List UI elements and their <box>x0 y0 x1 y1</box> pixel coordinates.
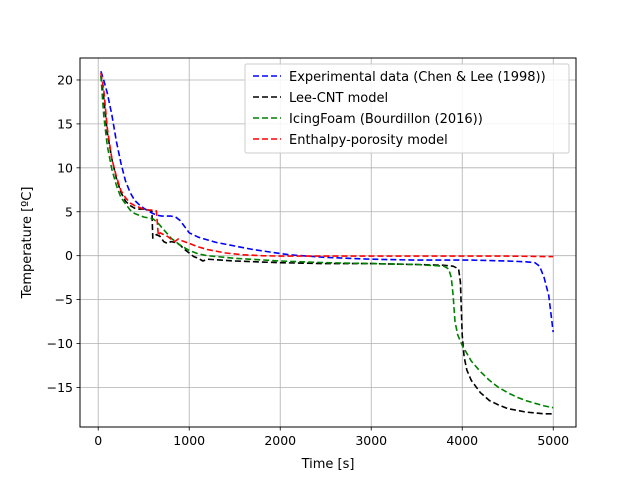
series-line-lee-cnt <box>100 75 554 415</box>
legend-label-enthalpy: Enthalpy-porosity model <box>289 133 448 148</box>
x-tick-label: 0 <box>94 433 102 448</box>
y-tick-label: 15 <box>57 116 73 131</box>
y-tick-label: 5 <box>65 204 73 219</box>
plot-frame <box>79 57 577 428</box>
y-tick-label: 20 <box>57 72 73 87</box>
x-tick-label: 5000 <box>537 433 569 448</box>
x-axis-label: Time [s] <box>301 457 355 472</box>
y-axis-label: Temperature [ºC] <box>20 187 35 300</box>
x-tick-label: 1000 <box>173 433 205 448</box>
y-tick-label: 0 <box>65 248 73 263</box>
series-line-icingfoam <box>100 75 554 409</box>
x-tick-label: 4000 <box>446 433 478 448</box>
series-group <box>100 70 554 415</box>
y-tick-label: −10 <box>47 336 73 351</box>
legend: Experimental data (Chen & Lee (1998)) Le… <box>244 63 570 154</box>
series-line-enthalpy <box>100 72 554 258</box>
legend-label-lee-cnt: Lee-CNT model <box>289 91 388 106</box>
legend-box <box>244 63 570 154</box>
series-line-experimental <box>100 70 554 333</box>
ticks: 0 1000 2000 3000 4000 5000 −15 −10 −5 0 5 10 15 20 <box>47 72 570 448</box>
legend-label-experimental: Experimental data (Chen & Lee (1998)) <box>289 70 546 85</box>
legend-label-icingfoam: IcingFoam (Bourdillon (2016)) <box>289 112 483 127</box>
y-tick-label: 10 <box>57 160 73 175</box>
y-tick-label: −15 <box>47 380 73 395</box>
x-tick-label: 3000 <box>355 433 387 448</box>
y-tick-label: −5 <box>55 292 73 307</box>
x-tick-label: 2000 <box>264 433 296 448</box>
